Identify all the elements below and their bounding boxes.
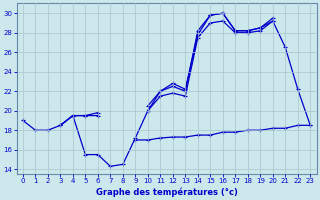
X-axis label: Graphe des températures (°c): Graphe des températures (°c)	[96, 187, 237, 197]
